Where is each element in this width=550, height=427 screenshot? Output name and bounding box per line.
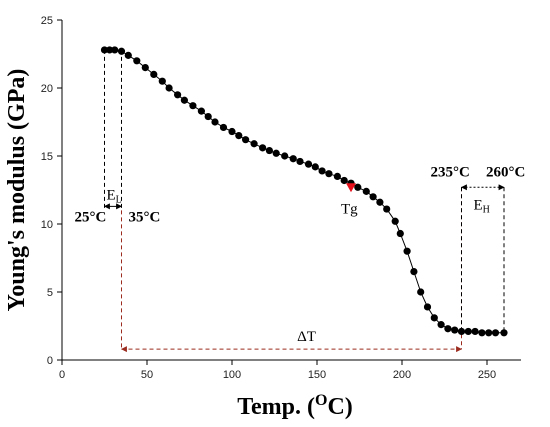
eh-label-main: E xyxy=(474,197,483,213)
y-tick-label: 0 xyxy=(47,355,53,367)
data-point xyxy=(117,47,126,55)
data-point xyxy=(417,288,425,296)
y-tick-label: 20 xyxy=(41,83,53,95)
data-point xyxy=(150,70,158,78)
data-point xyxy=(304,160,313,168)
data-point xyxy=(464,327,472,336)
data-point xyxy=(451,326,459,334)
data-point xyxy=(396,229,404,238)
data-point xyxy=(281,152,289,160)
y-tick-label: 10 xyxy=(41,219,53,231)
data-point xyxy=(318,167,326,175)
data-point xyxy=(219,123,228,132)
plot-frame xyxy=(61,20,521,361)
data-point xyxy=(265,146,273,155)
data-point xyxy=(311,163,319,171)
data-point xyxy=(106,46,114,54)
data-point xyxy=(197,107,205,115)
temp-235-label: 235°C xyxy=(431,164,470,180)
y-axis-ticks: 0 5 10 15 20 25 xyxy=(41,15,62,367)
data-point xyxy=(100,46,109,54)
data-point xyxy=(423,303,432,311)
data-point xyxy=(325,170,333,178)
data-point xyxy=(403,247,411,255)
data-point xyxy=(180,96,188,104)
el-label-sub: L xyxy=(116,194,122,205)
temp-35-label: 35°C xyxy=(129,209,161,225)
y-tick-label: 25 xyxy=(41,15,53,27)
data-point xyxy=(133,57,141,65)
tg-marker xyxy=(346,183,356,193)
data-points xyxy=(100,46,508,337)
data-point xyxy=(383,205,391,213)
data-point xyxy=(362,187,370,195)
data-point xyxy=(272,149,280,157)
temp-260-label: 260°C xyxy=(486,164,525,180)
data-point xyxy=(410,268,418,276)
dt-label: ΔT xyxy=(297,329,316,345)
data-point xyxy=(376,198,384,206)
x-tick-label: 100 xyxy=(223,369,241,381)
series-line xyxy=(104,49,504,334)
el-label: EL xyxy=(107,187,122,205)
x-axis-title-end: C) xyxy=(327,394,352,420)
data-point xyxy=(369,193,377,201)
data-point xyxy=(259,144,267,152)
data-point xyxy=(211,118,219,126)
data-point xyxy=(228,127,236,136)
data-point xyxy=(491,329,500,337)
x-tick-label: 150 xyxy=(308,369,326,381)
x-tick-label: 0 xyxy=(59,369,65,381)
tg-label: Tg xyxy=(341,201,358,217)
x-axis-title-sup: O xyxy=(315,392,327,409)
x-tick-label: 50 xyxy=(141,369,153,381)
temp-25-label: 25°C xyxy=(75,209,107,225)
data-point xyxy=(430,314,438,322)
data-point xyxy=(158,77,166,85)
data-point xyxy=(391,217,399,225)
x-tick-label: 250 xyxy=(478,369,496,381)
data-point xyxy=(189,102,197,110)
x-tick-label: 200 xyxy=(393,369,411,381)
data-point xyxy=(250,140,258,148)
data-point xyxy=(437,321,445,329)
el-label-main: E xyxy=(107,187,116,203)
data-point xyxy=(478,329,486,337)
data-point xyxy=(296,157,304,166)
eh-label: EH xyxy=(474,197,490,215)
tg-highlight: Tg xyxy=(341,183,358,217)
data-point xyxy=(444,325,452,333)
data-point xyxy=(242,136,250,144)
data-point xyxy=(204,112,212,121)
data-point xyxy=(485,329,493,337)
data-point xyxy=(500,329,508,337)
y-axis-title: Young's modulus (GPa) xyxy=(4,69,30,312)
x-axis-title-main: Temp. ( xyxy=(237,394,315,420)
data-point xyxy=(333,172,341,180)
data-point xyxy=(471,327,479,336)
data-point xyxy=(235,132,243,140)
x-axis-ticks: 0 50 100 150 200 250 xyxy=(59,360,496,381)
eh-label-sub: H xyxy=(483,204,490,215)
data-point xyxy=(340,176,348,185)
x-axis-title: Temp. (OC) xyxy=(237,392,353,420)
y-tick-label: 5 xyxy=(47,287,53,299)
data-point xyxy=(174,91,182,99)
data-point xyxy=(124,51,132,59)
data-point xyxy=(141,64,149,72)
data-point xyxy=(165,84,173,92)
data-point xyxy=(111,46,119,54)
data-point xyxy=(457,327,466,336)
y-tick-label: 15 xyxy=(41,151,53,163)
data-point xyxy=(354,183,362,191)
data-point xyxy=(289,155,297,163)
